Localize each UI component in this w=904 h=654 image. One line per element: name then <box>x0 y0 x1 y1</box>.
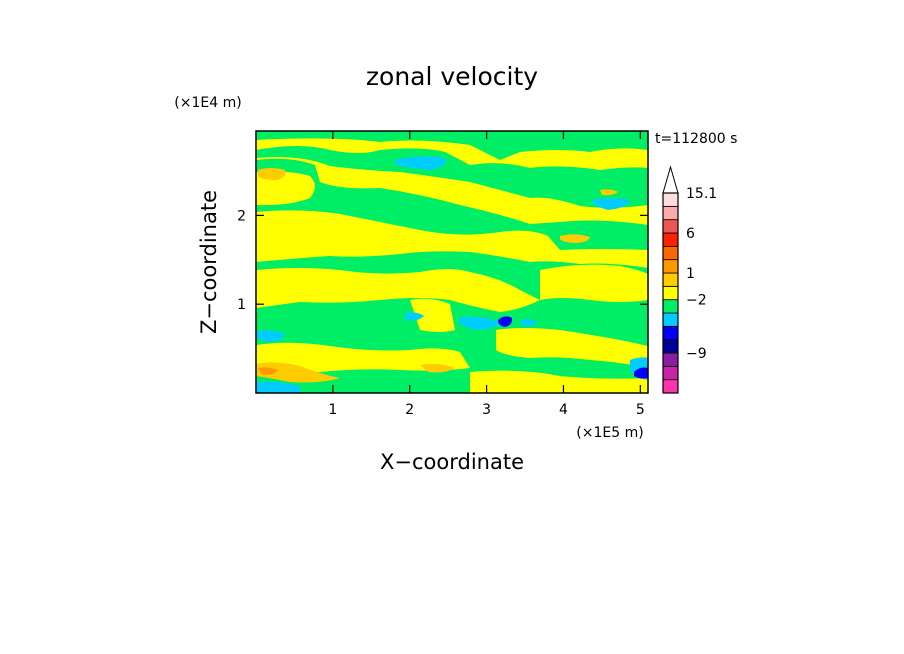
field-patch-yellow <box>256 210 648 268</box>
colorbar-label: −9 <box>686 346 707 362</box>
field-patch-blue <box>634 367 648 379</box>
field-patch-yellow <box>410 298 455 332</box>
field-patch-orange <box>420 364 455 373</box>
colorbar-level <box>662 312 679 327</box>
field-patch-yellow <box>256 342 470 375</box>
colorbar-level <box>662 232 679 247</box>
field-patch-orange <box>560 234 590 243</box>
chart-title: zonal velocity <box>366 62 538 91</box>
field-patch-yellow <box>540 264 648 302</box>
field-patch-cyan <box>458 316 500 330</box>
colorbar-level <box>662 299 679 314</box>
colorbar-level <box>662 259 679 274</box>
colorbar-level <box>662 245 679 261</box>
x-axis-ticks: 1 2 3 4 5 <box>328 131 645 418</box>
y-axis-unit: (×1E4 m) <box>174 95 241 111</box>
colorbar-label: 1 <box>686 266 695 282</box>
colorbar-level <box>662 192 679 207</box>
colorbar-label: 6 <box>686 226 695 242</box>
field-patch-deep_orange <box>258 367 278 376</box>
colorbar-level <box>662 219 679 234</box>
colorbar-level <box>662 352 679 367</box>
colorbar-overflow-arrow <box>662 165 679 194</box>
x-tick-label: 2 <box>405 402 414 418</box>
field-patch-yellow <box>256 157 648 225</box>
plot-frame <box>255 130 649 394</box>
x-tick-label: 1 <box>328 402 337 418</box>
time-label: t=112800 s <box>655 131 737 147</box>
x-axis-unit: (×1E5 m) <box>576 425 643 441</box>
field-patch-cyan <box>592 198 630 210</box>
colorbar-frame <box>662 192 679 394</box>
x-axis-label: X−coordinate <box>380 450 524 474</box>
colorbar-label: −2 <box>686 293 707 309</box>
colorbar-level <box>662 205 679 221</box>
y-tick-label: 2 <box>237 208 246 224</box>
x-tick-label: 3 <box>482 402 491 418</box>
colorbar-label: 15.1 <box>686 186 717 202</box>
colorbar-level <box>662 272 679 287</box>
field-patch-cyan <box>404 312 424 321</box>
colorbar-level <box>662 285 679 301</box>
field-patch-orange <box>600 189 618 196</box>
colorbar-level <box>662 365 679 381</box>
field-patch-cyan <box>520 319 538 327</box>
field-patch-cyan <box>395 156 446 170</box>
x-tick-label: 4 <box>559 402 568 418</box>
y-tick-label: 1 <box>237 297 246 313</box>
field-patch-yellow <box>496 328 648 368</box>
field-patch-blue <box>498 316 513 327</box>
field-patch-cyan <box>256 330 285 342</box>
field-patch-yellow <box>256 268 540 312</box>
colorbar: 15.1 6 1 −2 −9 <box>662 165 717 394</box>
velocity-field <box>256 131 648 393</box>
field-patch-yellow <box>256 171 315 206</box>
y-axis-label: Z−coordinate <box>197 190 221 334</box>
field-patch-yellow <box>256 138 648 170</box>
field-patch-orange <box>258 168 286 180</box>
x-tick-label: 5 <box>636 402 645 418</box>
y-axis-ticks: 12 <box>237 208 648 313</box>
field-patch-cyan <box>256 381 300 393</box>
colorbar-level <box>662 325 679 341</box>
field-patch-orange <box>256 362 340 383</box>
colorbar-level <box>662 379 679 394</box>
field-patch-yellow <box>470 370 648 393</box>
colorbar-level <box>662 339 679 354</box>
